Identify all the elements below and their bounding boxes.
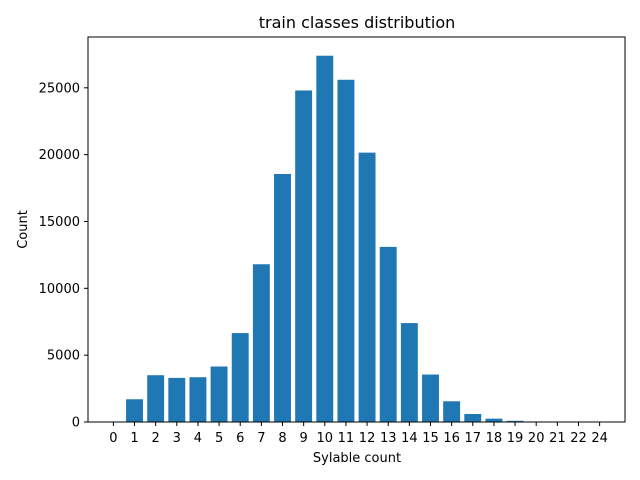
x-tick-label: 18 bbox=[486, 431, 503, 446]
x-tick-label: 1 bbox=[130, 431, 138, 446]
x-tick-label: 20 bbox=[528, 431, 545, 446]
y-axis-ticks: 0 5000 10000 15000 20000 25000 bbox=[39, 81, 88, 431]
bar-5 bbox=[210, 366, 228, 422]
bar-6 bbox=[231, 333, 249, 422]
x-axis-ticks: 0 1 2 3 4 5 6 7 8 9 10 11 12 13 14 15 16 17 18 19 20 21 22 24 bbox=[109, 422, 608, 446]
x-tick-label: 9 bbox=[300, 431, 308, 446]
bar-3 bbox=[168, 377, 186, 422]
bar-1 bbox=[126, 399, 143, 422]
bar-2 bbox=[147, 375, 165, 422]
bar-10 bbox=[316, 55, 334, 422]
bar-12 bbox=[358, 152, 376, 422]
x-tick-label: 21 bbox=[549, 431, 566, 446]
bar-15 bbox=[422, 374, 439, 422]
bar-group bbox=[126, 55, 609, 422]
x-tick-label: 22 bbox=[570, 431, 587, 446]
bar-14 bbox=[400, 323, 418, 422]
chart-title: train classes distribution bbox=[259, 13, 456, 32]
bar-16 bbox=[443, 401, 461, 422]
y-tick-label: 20000 bbox=[39, 148, 80, 163]
bar-7 bbox=[252, 264, 270, 422]
x-tick-label: 5 bbox=[215, 431, 223, 446]
y-tick-label: 25000 bbox=[39, 81, 80, 96]
bar-9 bbox=[295, 90, 313, 422]
bar-18 bbox=[485, 418, 503, 422]
x-tick-label: 16 bbox=[443, 431, 460, 446]
x-tick-label: 6 bbox=[236, 431, 244, 446]
bar-17 bbox=[464, 413, 482, 422]
x-tick-label: 17 bbox=[465, 431, 482, 446]
x-tick-label: 7 bbox=[257, 431, 265, 446]
bar-8 bbox=[274, 174, 291, 422]
x-tick-label: 11 bbox=[338, 431, 355, 446]
y-tick-label: 5000 bbox=[47, 349, 80, 364]
x-tick-label: 10 bbox=[317, 431, 334, 446]
y-tick-label: 0 bbox=[72, 416, 80, 431]
plot-frame bbox=[87, 36, 626, 423]
x-tick-label: 2 bbox=[152, 431, 160, 446]
bar-11 bbox=[337, 79, 355, 422]
x-tick-label: 15 bbox=[422, 431, 439, 446]
x-tick-label: 3 bbox=[173, 431, 181, 446]
bar-13 bbox=[379, 246, 397, 422]
x-tick-label: 24 bbox=[591, 431, 608, 446]
x-tick-label: 12 bbox=[359, 431, 376, 446]
y-axis-label: Count bbox=[16, 210, 31, 249]
x-tick-label: 14 bbox=[401, 431, 418, 446]
x-tick-label: 8 bbox=[278, 431, 286, 446]
bar-4 bbox=[189, 377, 207, 422]
y-tick-label: 10000 bbox=[39, 282, 80, 297]
y-tick-label: 15000 bbox=[39, 215, 80, 230]
x-tick-label: 0 bbox=[109, 431, 117, 446]
x-tick-label: 13 bbox=[380, 431, 397, 446]
bar-19 bbox=[506, 420, 524, 422]
x-tick-label: 19 bbox=[507, 431, 524, 446]
x-tick-label: 4 bbox=[194, 431, 202, 446]
x-axis-label: Sylable count bbox=[313, 451, 401, 466]
